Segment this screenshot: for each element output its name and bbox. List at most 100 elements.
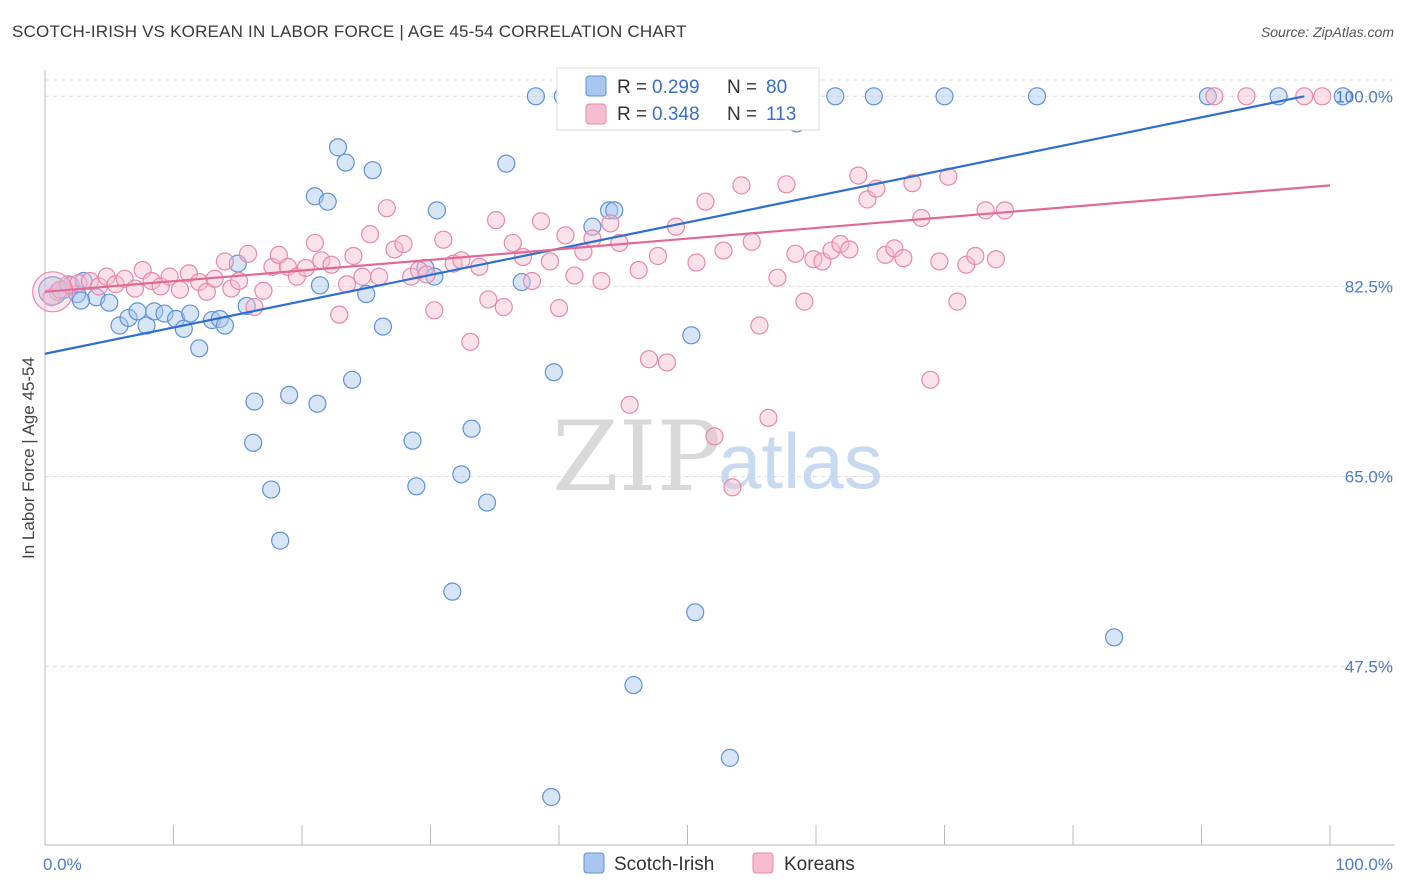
scotch-irish-trend-line	[44, 95, 1305, 355]
korean-point-89	[822, 241, 841, 260]
series-legend: Scotch-Irish Koreans	[583, 852, 855, 875]
korean-point-75	[696, 192, 715, 211]
scotch-irish-point-11	[155, 304, 174, 323]
korean-point-4	[80, 271, 100, 291]
scotch-irish-point-42	[452, 465, 471, 484]
x-tick-label-0: 0.0%	[43, 855, 82, 874]
grid-lines	[45, 79, 1395, 668]
korean-point-48	[452, 251, 471, 270]
korean-point-69	[639, 350, 659, 369]
korean-point-56	[522, 271, 542, 291]
korean-point-9	[125, 279, 145, 298]
bottom-legend-label-scotch-irish: Scotch-Irish	[614, 854, 714, 875]
legend-swatch-koreans	[585, 103, 607, 125]
scotch-irish-point-73	[1198, 87, 1218, 106]
scotch-irish-point-21	[245, 392, 264, 411]
legend-n-value-2: 113	[766, 104, 796, 125]
korean-point-46	[434, 230, 453, 249]
scotch-irish-point-26	[308, 394, 327, 413]
korean-point-29	[296, 258, 315, 278]
korean-point-109	[1205, 87, 1224, 106]
scotch-irish-point-25	[280, 385, 299, 405]
korean-point-108	[995, 201, 1014, 220]
korean-point-41	[394, 234, 413, 254]
watermark: ZIP atlas	[552, 401, 883, 513]
korean-point-39	[377, 199, 396, 218]
korean-point-91	[840, 240, 859, 259]
scotch-irish-point-69	[864, 87, 883, 106]
korean-point-81	[750, 316, 769, 335]
scotch-irish-point-41	[443, 582, 462, 601]
scotch-irish-point-13	[174, 319, 193, 338]
korean-point-110	[1237, 87, 1256, 106]
korean-point-74	[687, 253, 706, 272]
scotch-irish-point-20	[237, 296, 256, 316]
y-axis-label: In Labor Force | Age 45-54	[19, 357, 38, 559]
korean-point-24	[254, 281, 273, 300]
legend-r-value-1: 0.299	[652, 77, 700, 98]
legend-n-value-1: 80	[766, 77, 787, 98]
korean-point-53	[494, 297, 513, 317]
korean-point-22	[238, 244, 258, 263]
korean-point-40	[385, 240, 404, 259]
y-tick-label-1: 65.0%	[1345, 468, 1393, 487]
scotch-irish-point-7	[119, 308, 138, 328]
scotch-irish-point-43	[462, 419, 481, 438]
korean-point-32	[322, 255, 341, 274]
scotch-irish-point-53	[600, 201, 619, 220]
korean-point-98	[903, 174, 922, 193]
korean-point-83	[768, 268, 787, 287]
scotch-irish-point-31	[336, 153, 355, 172]
korean-point-107	[986, 250, 1006, 269]
scotch-irish-point-44	[477, 493, 497, 512]
korean-point-70	[648, 246, 668, 266]
bottom-legend-swatch-koreans	[752, 852, 774, 874]
korean-point-100	[921, 370, 940, 389]
scotch-irish-point-59	[682, 326, 701, 345]
korean-point-67	[620, 395, 639, 414]
scotch-irish-point-75	[1333, 87, 1352, 106]
korean-point-35	[344, 246, 363, 266]
scotch-irish-point-48	[542, 787, 561, 807]
korean-point-105	[966, 246, 985, 266]
scotch-irish-point-30	[328, 138, 348, 157]
korean-point-77	[714, 241, 733, 260]
legend-n-label-2: N =	[727, 104, 757, 125]
x-tick-label-1: 100.0%	[1335, 855, 1393, 874]
korean-point-3	[69, 274, 88, 293]
korean-point-49	[461, 332, 480, 351]
legend-r-label-1: R =	[617, 77, 647, 98]
stats-legend: R = 0.299 N = 80 R = 0.348 N = 113	[556, 67, 820, 131]
legend-swatch-scotch-irish	[585, 75, 607, 97]
korean-point-112	[1313, 87, 1332, 106]
legend-r-value-2: 0.348	[652, 104, 700, 125]
korean-point-61	[565, 266, 584, 285]
korean-point-59	[549, 299, 569, 318]
scotch-irish-point-5	[100, 293, 119, 312]
bottom-legend-label-koreans: Koreans	[784, 854, 855, 875]
korean-point-84	[777, 175, 796, 194]
trend-lines	[44, 95, 1331, 355]
scotch-irish-point-35	[363, 161, 382, 180]
chart-title: SCOTCH-IRISH VS KOREAN IN LABOR FORCE | …	[12, 22, 687, 41]
korean-point-68	[629, 261, 648, 280]
scotch-irish-point-68	[826, 87, 845, 106]
korean-point-57	[531, 212, 551, 231]
scotch-irish-point-29	[318, 192, 337, 211]
scotch-irish-point-34	[373, 317, 393, 336]
y-tick-label-3: 100.0%	[1335, 87, 1393, 106]
axes	[44, 70, 1395, 846]
x-tick-labels: 0.0% 100.0%	[43, 855, 1393, 874]
scotch-irish-point-63	[720, 748, 740, 767]
korean-point-54	[503, 233, 522, 253]
korean-point-90	[831, 234, 850, 254]
korean-trend-line	[44, 184, 1331, 293]
korean-point-11	[142, 271, 161, 291]
source-credit: Source: ZipAtlas.com	[1260, 24, 1394, 40]
korean-point-65	[601, 214, 620, 233]
korean-point-92	[849, 166, 868, 185]
watermark-atlas: atlas	[718, 417, 883, 505]
korean-point-20	[222, 279, 241, 298]
legend-n-label-1: N =	[727, 77, 757, 98]
